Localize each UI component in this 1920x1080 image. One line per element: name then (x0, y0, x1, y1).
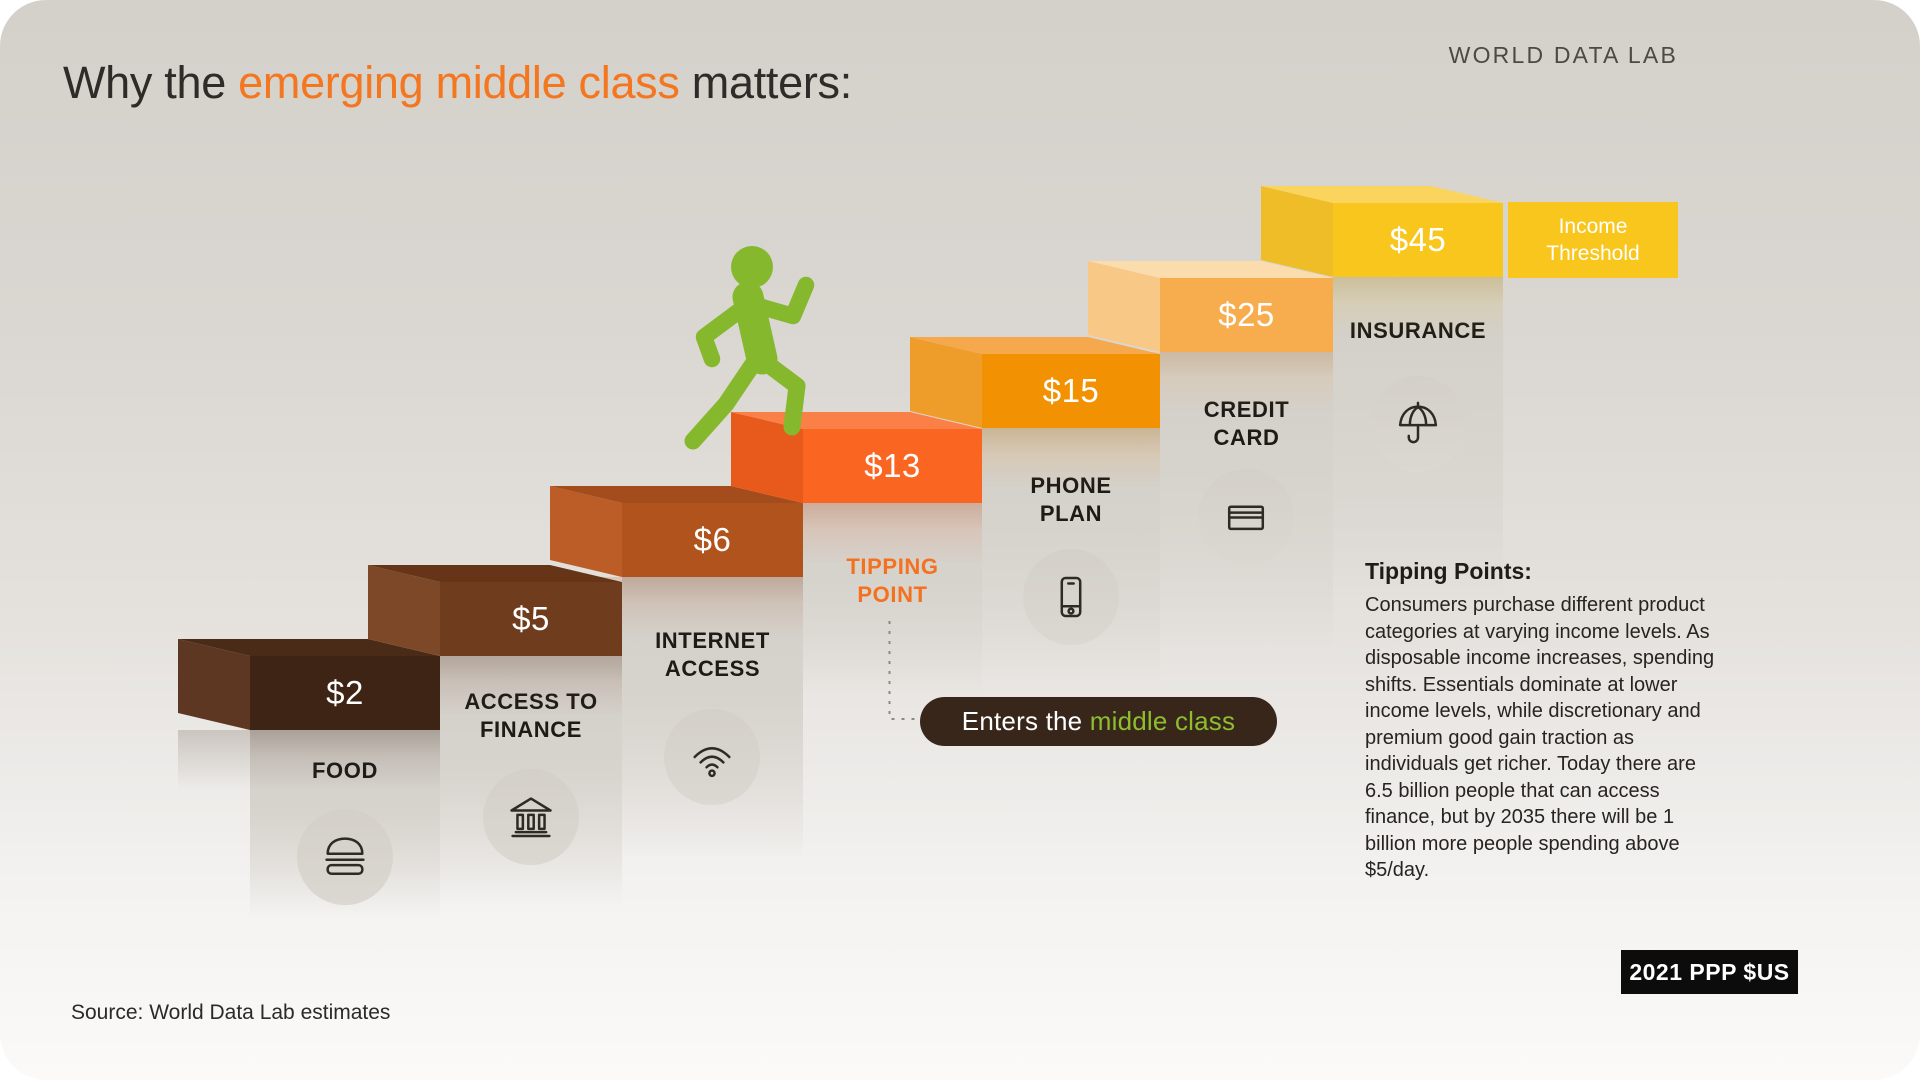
income-threshold-line: Threshold (1546, 242, 1640, 265)
panel-text-line: $5/day. (1365, 859, 1430, 881)
icon-circle (1198, 469, 1294, 565)
credit-card-icon (1227, 505, 1265, 531)
category-label: INTERNET ACCESS (622, 627, 803, 683)
category-line: TIPPING (846, 554, 939, 579)
step-column-finance: ACCESS TO FINANCE (440, 656, 622, 905)
category-line: ACCESS TO (464, 689, 598, 714)
step-column-internet: INTERNET ACCESS (622, 577, 803, 860)
step-front-phone: $15 (982, 354, 1160, 428)
step-top-face (1088, 261, 1333, 278)
phone-icon (1060, 576, 1082, 618)
bank-icon (510, 797, 552, 838)
panel-text-line: disposable income increases, spending (1365, 647, 1715, 669)
category-label: FOOD (250, 757, 440, 785)
burger-icon (325, 837, 365, 876)
panel-text-line: premium good gain traction as (1365, 726, 1635, 749)
step-side-face (910, 337, 982, 428)
middle-class-callout: Enters the middle class (920, 697, 1277, 746)
wifi-icon (693, 747, 731, 778)
price-label: $25 (1218, 296, 1275, 333)
panel-text-line: 6.5 billion people that can access (1365, 779, 1660, 802)
category-line: PLAN (1039, 501, 1103, 526)
icon-circle (297, 809, 393, 905)
income-threshold-tag: Income Threshold (1508, 202, 1678, 278)
price-label: $5 (512, 600, 550, 637)
panel-text-line: individuals get richer. Today there are (1365, 753, 1696, 775)
income-threshold-line: Income (1558, 215, 1628, 238)
page-title: Why the emerging middle class matters: (63, 57, 852, 109)
price-label: $45 (1389, 221, 1447, 258)
category-line: FOOD (312, 758, 378, 783)
panel-heading: Tipping Points: (1365, 558, 1532, 584)
step-front-finance: $5 (440, 582, 622, 656)
step-side-face (550, 486, 622, 577)
panel-text-line: finance, but by 2035 there will be 1 (1365, 806, 1675, 828)
source-note: Source: World Data Lab estimates (71, 1001, 391, 1024)
price-label: $15 (1042, 372, 1100, 409)
panel-text-line: categories at varying income levels. As (1365, 620, 1710, 643)
title-post: matters: (679, 57, 852, 108)
panel-body: Consumers purchase different product cate… (1365, 592, 1825, 884)
category-label: INSURANCE (1333, 317, 1503, 345)
icon-circle (1370, 376, 1466, 472)
step-top-face (368, 565, 622, 582)
step-column-tipping-point: TIPPING POINT (803, 503, 982, 693)
callout-highlight: middle class (1089, 706, 1236, 736)
category-line: INSURANCE (1349, 318, 1487, 343)
panel-text-line: billion more people spending above (1365, 832, 1680, 855)
panel-text-line: Consumers purchase different product (1365, 594, 1705, 616)
step-top-face (550, 486, 803, 503)
category-line: INTERNET (655, 628, 770, 653)
title-pre: Why the (63, 57, 239, 108)
umbrella-icon (1398, 401, 1438, 444)
step-column-phone: PHONE PLAN (982, 428, 1160, 680)
category-label: ACCESS TO FINANCE (440, 688, 622, 744)
walking-person-figure (684, 246, 815, 450)
step-top-face (1261, 186, 1503, 203)
price-label: $6 (693, 521, 732, 558)
callout-pre: Enters the (961, 706, 1090, 736)
icon-circle (664, 709, 760, 805)
step-side-face (1261, 186, 1333, 277)
step-front-tipping-point: $13 (803, 429, 982, 503)
category-line: POINT (857, 582, 928, 607)
category-line: PHONE (1030, 473, 1112, 498)
category-label: PHONE PLAN (982, 472, 1160, 528)
step-front-credit: $25 (1160, 278, 1333, 352)
step-front-insurance: $45 (1333, 203, 1503, 277)
step-side-face (368, 565, 440, 656)
category-line: CARD (1213, 425, 1280, 450)
brand-logo: WORLD DATA LAB (1448, 42, 1678, 68)
step-top-face (178, 639, 440, 656)
category-line: ACCESS (664, 656, 761, 681)
currency-badge: 2021 PPP $US (1621, 950, 1798, 994)
category-label: CREDIT CARD (1160, 396, 1333, 452)
step-column-credit: CREDIT CARD (1160, 352, 1333, 650)
price-label: $2 (326, 674, 364, 711)
step-front-internet: $6 (622, 503, 803, 577)
step-column-food: FOOD (250, 730, 440, 918)
icon-circle (483, 769, 579, 865)
icon-circle (1023, 549, 1119, 645)
title-highlight: emerging middle class (238, 57, 680, 108)
step-top-face (910, 337, 1160, 354)
category-line: CREDIT (1203, 397, 1290, 422)
step-column-insurance: INSURANCE (1333, 277, 1503, 600)
dashed-connector-line (888, 621, 922, 720)
category-line: FINANCE (480, 717, 582, 742)
step-side-face (1088, 261, 1160, 352)
category-label: TIPPING POINT (803, 553, 982, 609)
panel-text-line: income levels, while discretionary and (1365, 700, 1701, 722)
step-side-face (178, 639, 250, 730)
step-front-food: $2 (250, 656, 440, 730)
panel-text-line: shifts. Essentials dominate at lower (1365, 673, 1678, 696)
price-label: $13 (864, 447, 921, 484)
